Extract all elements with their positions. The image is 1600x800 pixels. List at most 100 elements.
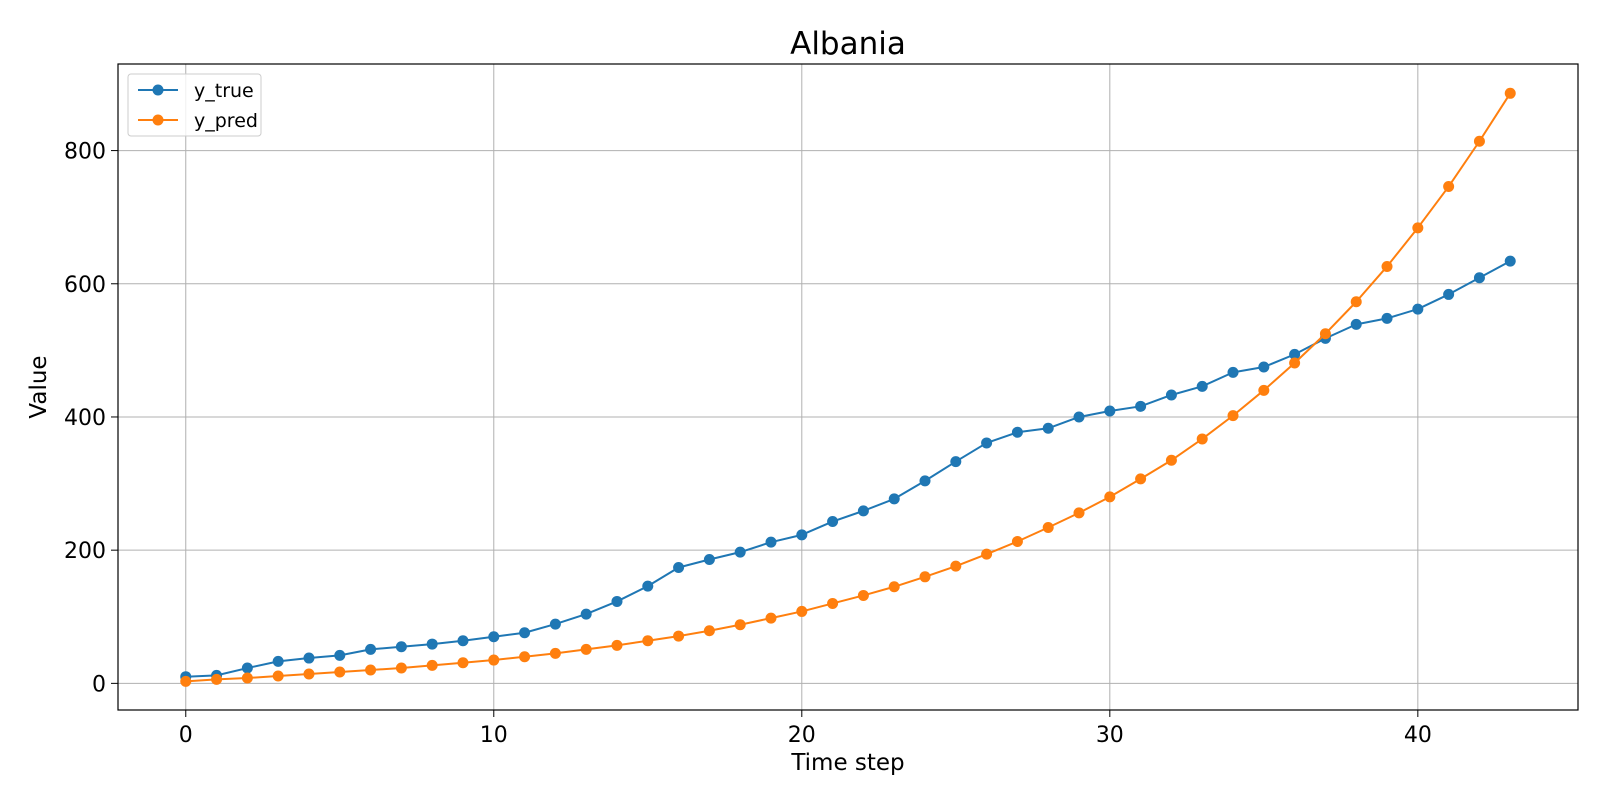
data-point bbox=[1381, 312, 1393, 324]
data-point bbox=[488, 654, 500, 666]
data-point bbox=[734, 619, 746, 631]
y-tick-label: 400 bbox=[64, 406, 106, 431]
series-layer bbox=[180, 87, 1516, 687]
data-point bbox=[765, 612, 777, 624]
data-point bbox=[673, 630, 685, 642]
data-point bbox=[1504, 87, 1516, 99]
data-point bbox=[549, 647, 561, 659]
y-tick-label: 800 bbox=[64, 140, 106, 165]
y-tick-label: 200 bbox=[64, 539, 106, 564]
grid bbox=[118, 64, 1578, 710]
data-point bbox=[888, 581, 900, 593]
data-point bbox=[765, 536, 777, 548]
data-point bbox=[1258, 384, 1270, 396]
data-point bbox=[457, 635, 469, 647]
data-point bbox=[1135, 473, 1147, 485]
data-point bbox=[1165, 389, 1177, 401]
data-point bbox=[1319, 328, 1331, 340]
data-point bbox=[426, 659, 438, 671]
data-point bbox=[1289, 357, 1301, 369]
legend-label: y_pred bbox=[194, 110, 258, 132]
data-point bbox=[1227, 366, 1239, 378]
data-point bbox=[1227, 410, 1239, 422]
series-line bbox=[185, 92, 1512, 683]
data-point bbox=[1473, 135, 1485, 147]
data-point bbox=[519, 651, 531, 663]
data-point bbox=[611, 595, 623, 607]
data-point bbox=[1350, 318, 1362, 330]
data-point bbox=[457, 657, 469, 669]
series-line bbox=[185, 260, 1511, 678]
data-point bbox=[1443, 181, 1455, 193]
data-point bbox=[272, 670, 284, 682]
data-point bbox=[796, 605, 808, 617]
data-point bbox=[981, 548, 993, 560]
legend-item-y-true: y_true bbox=[138, 80, 254, 102]
data-point bbox=[395, 662, 407, 674]
data-point bbox=[827, 516, 839, 528]
legend-swatch-marker bbox=[152, 84, 164, 96]
data-point bbox=[734, 546, 746, 558]
chart-title: Albania bbox=[790, 26, 906, 62]
data-point bbox=[1504, 255, 1516, 267]
legend-label: y_true bbox=[194, 80, 254, 102]
data-point bbox=[950, 560, 962, 572]
data-point bbox=[642, 580, 654, 592]
data-point bbox=[919, 571, 931, 583]
data-point bbox=[981, 437, 993, 449]
data-point bbox=[180, 675, 192, 687]
data-point bbox=[334, 666, 346, 678]
y-tick-label: 0 bbox=[92, 672, 106, 697]
data-point bbox=[1196, 433, 1208, 445]
data-point bbox=[1412, 303, 1424, 315]
data-point bbox=[1104, 405, 1116, 417]
data-point bbox=[1104, 491, 1116, 503]
data-point bbox=[642, 635, 654, 647]
data-point bbox=[241, 672, 253, 684]
data-point bbox=[888, 493, 900, 505]
data-point bbox=[673, 561, 685, 573]
x-axis-label: Time step bbox=[790, 750, 904, 776]
series-y-true bbox=[180, 255, 1516, 683]
data-point bbox=[580, 608, 592, 620]
x-tick-label: 30 bbox=[1096, 723, 1124, 748]
x-tick-label: 20 bbox=[788, 723, 816, 748]
series-y-pred bbox=[180, 87, 1516, 687]
y-tick-label: 600 bbox=[64, 273, 106, 298]
data-point bbox=[919, 475, 931, 487]
data-point bbox=[580, 643, 592, 655]
data-point bbox=[703, 625, 715, 637]
data-point bbox=[796, 529, 808, 541]
x-tick-label: 10 bbox=[480, 723, 508, 748]
data-point bbox=[1135, 400, 1147, 412]
data-point bbox=[365, 664, 377, 676]
legend: y_true y_pred bbox=[127, 73, 262, 137]
data-point bbox=[1443, 288, 1455, 300]
data-point bbox=[549, 618, 561, 630]
data-point bbox=[1258, 361, 1270, 373]
data-point bbox=[211, 673, 223, 685]
data-point bbox=[611, 639, 623, 651]
data-point bbox=[1289, 348, 1301, 360]
data-point bbox=[827, 597, 839, 609]
data-point bbox=[857, 589, 869, 601]
data-point bbox=[303, 652, 315, 664]
data-point bbox=[1412, 222, 1424, 234]
data-point bbox=[395, 641, 407, 653]
legend-swatch-marker bbox=[152, 114, 164, 126]
x-tick-label: 40 bbox=[1404, 723, 1432, 748]
data-point bbox=[334, 649, 346, 661]
data-point bbox=[1196, 380, 1208, 392]
data-point bbox=[1011, 426, 1023, 438]
data-point bbox=[303, 668, 315, 680]
plot-frame bbox=[117, 63, 1579, 711]
data-point bbox=[1073, 411, 1085, 423]
data-point bbox=[241, 662, 253, 674]
data-point bbox=[1381, 260, 1393, 272]
x-tick-label: 0 bbox=[179, 723, 193, 748]
data-point bbox=[488, 631, 500, 643]
data-point bbox=[1042, 422, 1054, 434]
data-point bbox=[950, 456, 962, 468]
